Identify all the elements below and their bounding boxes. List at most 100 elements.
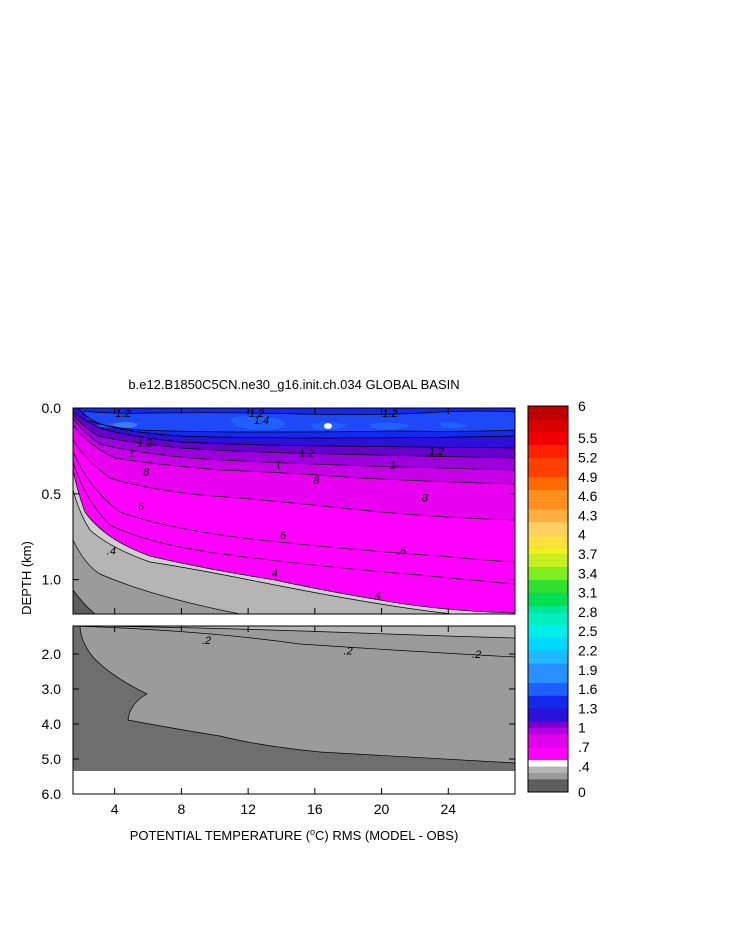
contour-line-2-0b (73, 626, 515, 658)
colorbar-swatch (528, 656, 568, 664)
colorbar-swatch (528, 579, 568, 587)
colorbar-swatch (528, 759, 568, 767)
contour-label: 1.2 (382, 408, 397, 420)
colorbar-swatch (528, 708, 568, 716)
contour-line-0-2 (73, 589, 96, 614)
contour-label: 1.4 (254, 415, 269, 427)
colorbar-label: 3.1 (578, 585, 598, 601)
contour-labels: 1.2 1.21.41.21.21.2 1.211 1.8.8.8.6.6.6.4.4… (107, 408, 481, 661)
colorbar-frame (527, 405, 569, 793)
colorbar-swatch (528, 566, 568, 574)
upper-panel (73, 408, 515, 614)
contour-line-1-0 (73, 410, 515, 449)
colorbar-swatch (528, 785, 568, 793)
colorbar-swatch (528, 624, 568, 632)
colorbar (527, 405, 569, 793)
colorbar-label: 4 (578, 527, 586, 543)
contour-label: 1.2 (429, 446, 444, 458)
colorbar-swatch (528, 676, 568, 683)
contour-band-1-4 (230, 416, 285, 430)
contour-label: .4 (269, 568, 278, 580)
colorbar-swatch (528, 650, 568, 658)
contour-label: 1 (128, 448, 134, 460)
upper-contour-lines (73, 408, 515, 614)
colorbar-swatch (528, 631, 568, 638)
contour-line-0-5 (73, 469, 515, 614)
colorbar-swatch (528, 663, 568, 671)
colorbar-swatch (528, 508, 568, 516)
colorbar-swatch (528, 746, 568, 754)
no-data-band (73, 771, 515, 794)
y-tick-label-upper: 0.5 (42, 486, 62, 502)
colorbar-swatch (528, 470, 568, 478)
colorbar-swatch (528, 444, 568, 452)
colorbar-swatch (528, 528, 568, 535)
chart-title: b.e12.B1850C5CN.ne30_g16.init.ch.034 GLO… (128, 377, 459, 392)
colorbar-swatch (528, 425, 568, 433)
colorbar-swatch (528, 592, 568, 600)
contour-line-0-3 (73, 539, 241, 614)
colorbar-swatch (528, 689, 568, 696)
contour-line-0-4 (73, 489, 453, 614)
contour-line-0-8 (73, 417, 515, 471)
colorbar-swatch (528, 682, 568, 690)
lower-panel (73, 626, 515, 794)
contour-label: 1.2 (115, 408, 130, 420)
contour-line-2-1 (79, 626, 515, 764)
colorbar-label: 6 (578, 398, 586, 414)
contour-band-2-0 (105, 626, 515, 638)
colorbar-label: 5.5 (578, 430, 598, 446)
colorbar-swatch (528, 476, 568, 484)
colorbar-swatch (528, 753, 568, 761)
y-tick-label-lower: 5.0 (42, 751, 62, 767)
colorbar-swatch (528, 502, 568, 510)
colorbar-swatch (528, 779, 568, 786)
contour-label: .2 (472, 649, 481, 661)
colorbar-label: 4.6 (578, 488, 598, 504)
contour-band-1-9 (113, 422, 137, 428)
colorbar-label: 4.3 (578, 507, 598, 523)
y-tick-label-upper: 0.0 (42, 400, 62, 416)
colorbar-swatch (528, 483, 568, 490)
contour-label: 1.2 (249, 408, 264, 420)
x-axis: 4 8 12 16 20 24 (111, 408, 456, 817)
lower-contour-lines (73, 626, 515, 764)
colorbar-swatch (528, 438, 568, 445)
x-tick-label: 24 (440, 801, 456, 817)
contour-label: .4 (372, 590, 381, 602)
colorbar-swatch (528, 721, 568, 728)
contour-label: 1.2 (299, 448, 314, 460)
x-tick-label: 20 (374, 801, 390, 817)
x-axis-label-degree: o (310, 827, 315, 837)
contour-label: .8 (310, 475, 320, 487)
colorbar-label: 1.6 (578, 681, 598, 697)
contour-line-0-5b (73, 461, 515, 585)
colorbar-swatch (528, 695, 568, 703)
colorbar-label: .4 (578, 758, 590, 774)
colorbar-swatch (528, 766, 568, 773)
y-axis-upper: 0.0 0.5 1.0 (42, 400, 515, 588)
x-tick-label: 16 (307, 801, 323, 817)
colorbar-swatch (528, 418, 568, 426)
colorbar-swatch (528, 406, 568, 413)
contour-line-0-6 (73, 439, 515, 521)
x-tick-label: 12 (240, 801, 256, 817)
colorbar-swatch (528, 701, 568, 709)
colorbar-swatch (528, 611, 568, 619)
contour-label: .6 (397, 545, 407, 557)
colorbar-label: 3.7 (578, 546, 598, 562)
colorbar-swatch (528, 618, 568, 626)
colorbar-swatch (528, 489, 568, 497)
contour-band-1-8 (324, 423, 332, 429)
colorbar-label: .7 (578, 739, 590, 755)
colorbar-swatch (528, 560, 568, 568)
colorbar-label: 0 (578, 784, 586, 800)
contour-line-1-2b (87, 419, 515, 433)
colorbar-swatch (528, 521, 568, 529)
colorbar-swatch (528, 573, 568, 580)
colorbar-swatch (528, 412, 568, 420)
colorbar-label: 1.3 (578, 700, 598, 716)
contour-band-1-6 (370, 422, 410, 430)
contour-label: .8 (140, 467, 150, 479)
